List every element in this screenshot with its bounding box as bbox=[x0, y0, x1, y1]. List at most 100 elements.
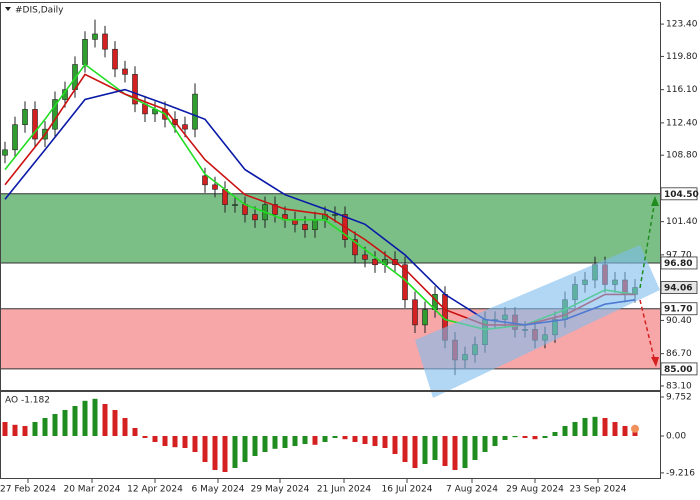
ao-bar bbox=[622, 426, 628, 436]
ao-bar bbox=[172, 436, 178, 448]
ao-bar bbox=[112, 410, 118, 436]
candle-body bbox=[412, 299, 418, 326]
ao-bar bbox=[562, 426, 568, 436]
candle-body bbox=[12, 124, 18, 151]
x-tick-label: 29 Aug 2024 bbox=[506, 485, 564, 495]
ao-bar bbox=[452, 436, 458, 470]
ao-bar bbox=[282, 436, 288, 448]
up-scenario-arrow bbox=[639, 199, 656, 289]
last-price-label: 94.06 bbox=[664, 284, 692, 294]
y-tick-label: 86.70 bbox=[666, 349, 692, 359]
ao-bar bbox=[462, 436, 468, 468]
level-label: 96.80 bbox=[664, 259, 692, 269]
x-tick-label: 20 Mar 2024 bbox=[63, 485, 120, 495]
y-tick-label: 112.40 bbox=[666, 118, 698, 128]
ao-bar bbox=[612, 422, 618, 436]
candle-body bbox=[352, 239, 358, 256]
ao-bar bbox=[442, 436, 448, 466]
x-tick-label: 6 May 2024 bbox=[192, 485, 245, 495]
x-tick-label: 27 Feb 2024 bbox=[0, 485, 56, 495]
candle-body bbox=[312, 219, 318, 231]
ao-bar bbox=[412, 436, 418, 468]
indicator-title: AO -1.182 bbox=[5, 396, 50, 406]
candle-body bbox=[372, 259, 378, 266]
level-label: 85.00 bbox=[664, 365, 692, 375]
ao-bar bbox=[352, 436, 358, 442]
candle-body bbox=[302, 224, 308, 231]
ao-bar bbox=[202, 436, 208, 462]
price-frame bbox=[0, 2, 661, 391]
ao-bar bbox=[312, 436, 318, 445]
ao-bar bbox=[322, 436, 328, 442]
x-tick-label: 29 May 2024 bbox=[251, 485, 310, 495]
candle-body bbox=[272, 204, 278, 215]
candle-body bbox=[122, 68, 128, 75]
ao-bar bbox=[572, 422, 578, 436]
y-tick-label: 0.00 bbox=[666, 432, 686, 442]
y-tick-label: -9.216 bbox=[666, 468, 695, 478]
y-tick-label: 83.10 bbox=[666, 381, 692, 391]
candle-body bbox=[212, 184, 218, 190]
ao-bar bbox=[52, 414, 58, 436]
ao-bar bbox=[502, 436, 508, 440]
ao-bar bbox=[182, 436, 188, 448]
ao-bar bbox=[372, 436, 378, 446]
ao-bar bbox=[382, 436, 388, 448]
ao-bar bbox=[402, 436, 408, 462]
ao-bar bbox=[62, 410, 68, 436]
ao-frame bbox=[0, 391, 661, 479]
ao-bar bbox=[2, 422, 8, 436]
ao-bar bbox=[192, 436, 198, 452]
candle-body bbox=[232, 204, 238, 206]
candle-body bbox=[92, 33, 98, 40]
y-tick-label: 108.80 bbox=[666, 151, 698, 161]
ao-bar bbox=[302, 436, 308, 444]
trend-channel bbox=[415, 245, 660, 398]
candle-body bbox=[332, 214, 338, 216]
ao-bar bbox=[32, 422, 38, 436]
ao-bar bbox=[492, 436, 498, 446]
ao-bar bbox=[482, 436, 488, 452]
ao-bar bbox=[422, 436, 428, 464]
ao-panel bbox=[2, 398, 639, 472]
candle-body bbox=[192, 93, 198, 130]
ao-bar bbox=[142, 436, 148, 438]
ao-bar bbox=[162, 436, 168, 446]
ao-bar bbox=[82, 400, 88, 436]
ao-bar bbox=[132, 428, 138, 436]
ao-bar bbox=[222, 436, 228, 472]
ao-bar bbox=[472, 436, 478, 460]
menu-triangle bbox=[5, 7, 11, 11]
x-tick-label: 7 Aug 2024 bbox=[446, 485, 498, 495]
ao-bar bbox=[42, 418, 48, 436]
x-tick-label: 16 Jul 2024 bbox=[382, 485, 433, 495]
ao-bar bbox=[292, 436, 298, 446]
candle-body bbox=[362, 254, 368, 260]
candle-body bbox=[182, 124, 188, 130]
arrow-head bbox=[651, 357, 659, 367]
ao-bar bbox=[122, 418, 128, 436]
candle-body bbox=[82, 39, 88, 65]
x-tick-label: 23 Sep 2024 bbox=[569, 485, 626, 495]
ao-bar bbox=[392, 436, 398, 454]
y-tick-label: 101.40 bbox=[666, 217, 698, 227]
down-scenario-arrow bbox=[639, 299, 656, 363]
ao-bar bbox=[592, 416, 598, 436]
candle-body bbox=[132, 74, 138, 105]
ao-bar bbox=[542, 436, 548, 438]
y-tick-label: 90.40 bbox=[666, 316, 692, 326]
ao-bar bbox=[362, 436, 368, 444]
ao-bar bbox=[332, 436, 338, 438]
ao-bar bbox=[12, 424, 18, 436]
ao-bar bbox=[242, 436, 248, 462]
chart-title: #DIS,Daily bbox=[15, 6, 64, 16]
ao-bar bbox=[102, 404, 108, 436]
ao-bar bbox=[432, 436, 438, 460]
ao-bar bbox=[262, 436, 268, 452]
candle-body bbox=[2, 149, 8, 156]
candle-body bbox=[22, 109, 28, 125]
candle-body bbox=[102, 33, 108, 50]
candle-body bbox=[252, 214, 258, 221]
ao-bar bbox=[272, 436, 278, 449]
price-overlay: 104.50 96.80 91.70 85.00 94.06 bbox=[660, 187, 699, 376]
